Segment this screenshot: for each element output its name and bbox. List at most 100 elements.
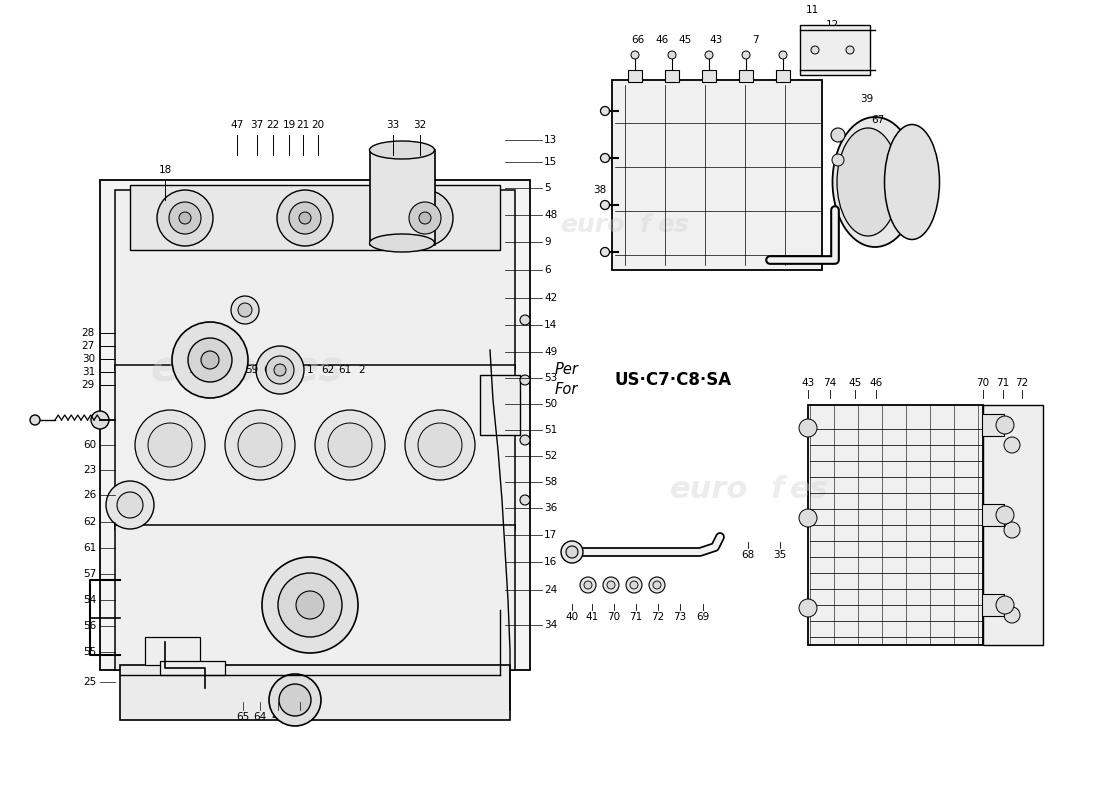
Ellipse shape xyxy=(884,125,939,239)
Bar xyxy=(370,150,434,245)
Circle shape xyxy=(996,416,1014,434)
Text: 22: 22 xyxy=(266,120,279,130)
Text: 23: 23 xyxy=(82,465,96,475)
Text: 1: 1 xyxy=(307,365,314,375)
Text: 45: 45 xyxy=(679,35,692,45)
Text: 16: 16 xyxy=(544,557,558,567)
Text: 40: 40 xyxy=(565,612,579,622)
Text: 74: 74 xyxy=(824,378,837,388)
Text: 31: 31 xyxy=(81,367,95,377)
Circle shape xyxy=(397,190,453,246)
Text: 18: 18 xyxy=(158,165,172,175)
Circle shape xyxy=(270,674,321,726)
Text: euro: euro xyxy=(560,213,625,237)
Circle shape xyxy=(832,154,844,166)
Circle shape xyxy=(157,190,213,246)
Bar xyxy=(982,414,1004,436)
Text: 3: 3 xyxy=(207,365,213,375)
Text: 5: 5 xyxy=(544,183,551,193)
Circle shape xyxy=(135,410,205,480)
Text: 63: 63 xyxy=(263,365,276,375)
Text: 65: 65 xyxy=(236,712,250,722)
Circle shape xyxy=(117,492,143,518)
Circle shape xyxy=(566,546,578,558)
Text: 19: 19 xyxy=(283,120,296,130)
Text: 60: 60 xyxy=(82,440,96,450)
Text: 8: 8 xyxy=(222,365,229,375)
Text: 41: 41 xyxy=(585,612,598,622)
Circle shape xyxy=(830,128,845,142)
Text: 73: 73 xyxy=(673,612,686,622)
Text: 28: 28 xyxy=(81,328,95,338)
Circle shape xyxy=(148,423,192,467)
Circle shape xyxy=(419,212,431,224)
Text: 36: 36 xyxy=(544,503,558,513)
Circle shape xyxy=(520,315,530,325)
Circle shape xyxy=(520,495,530,505)
Circle shape xyxy=(846,46,854,54)
Text: 44: 44 xyxy=(272,712,285,722)
Circle shape xyxy=(630,581,638,589)
Bar xyxy=(702,70,716,82)
Text: 59: 59 xyxy=(245,365,258,375)
Text: 70: 70 xyxy=(977,378,990,388)
Bar xyxy=(130,185,500,250)
Text: 67: 67 xyxy=(871,115,884,125)
Circle shape xyxy=(266,356,294,384)
Text: 10: 10 xyxy=(188,365,201,375)
Text: 51: 51 xyxy=(544,425,558,435)
Text: 42: 42 xyxy=(544,293,558,303)
Circle shape xyxy=(179,212,191,224)
Bar xyxy=(116,365,515,530)
Text: 50: 50 xyxy=(544,399,557,409)
Text: 57: 57 xyxy=(82,569,96,579)
Text: f: f xyxy=(268,349,286,391)
Bar xyxy=(612,80,822,270)
Text: 37: 37 xyxy=(251,120,264,130)
Text: 62: 62 xyxy=(321,365,334,375)
Circle shape xyxy=(584,581,592,589)
Circle shape xyxy=(91,411,109,429)
Text: es: es xyxy=(657,213,689,237)
Text: 71: 71 xyxy=(997,378,1010,388)
Text: 26: 26 xyxy=(82,490,96,500)
Text: 46: 46 xyxy=(656,35,669,45)
Circle shape xyxy=(409,202,441,234)
Text: 46: 46 xyxy=(869,378,882,388)
Circle shape xyxy=(238,423,282,467)
Bar xyxy=(776,70,790,82)
Text: es: es xyxy=(790,475,828,505)
Bar xyxy=(808,405,983,645)
Bar xyxy=(160,661,226,675)
Text: 32: 32 xyxy=(414,120,427,130)
Circle shape xyxy=(169,202,201,234)
Text: 20: 20 xyxy=(311,120,324,130)
Circle shape xyxy=(601,154,609,162)
Circle shape xyxy=(226,410,295,480)
Text: 68: 68 xyxy=(741,550,755,560)
Text: f: f xyxy=(770,475,783,505)
Circle shape xyxy=(315,410,385,480)
Bar xyxy=(145,637,200,665)
Text: 12: 12 xyxy=(825,20,838,30)
Text: 45: 45 xyxy=(848,378,861,388)
Text: 11: 11 xyxy=(805,5,818,15)
Circle shape xyxy=(278,573,342,637)
Circle shape xyxy=(631,51,639,59)
Text: 14: 14 xyxy=(544,320,558,330)
Circle shape xyxy=(106,481,154,529)
Text: 61: 61 xyxy=(339,365,352,375)
Text: US·C7·C8·SA: US·C7·C8·SA xyxy=(615,371,733,389)
Text: 60: 60 xyxy=(282,365,295,375)
Text: 71: 71 xyxy=(629,612,642,622)
Ellipse shape xyxy=(833,117,917,247)
Bar xyxy=(800,25,870,75)
Text: 43: 43 xyxy=(710,35,723,45)
Text: 56: 56 xyxy=(82,621,96,631)
Circle shape xyxy=(626,577,642,593)
Circle shape xyxy=(30,415,40,425)
Ellipse shape xyxy=(370,234,434,252)
Text: 2: 2 xyxy=(359,365,365,375)
Circle shape xyxy=(668,51,676,59)
Circle shape xyxy=(561,541,583,563)
